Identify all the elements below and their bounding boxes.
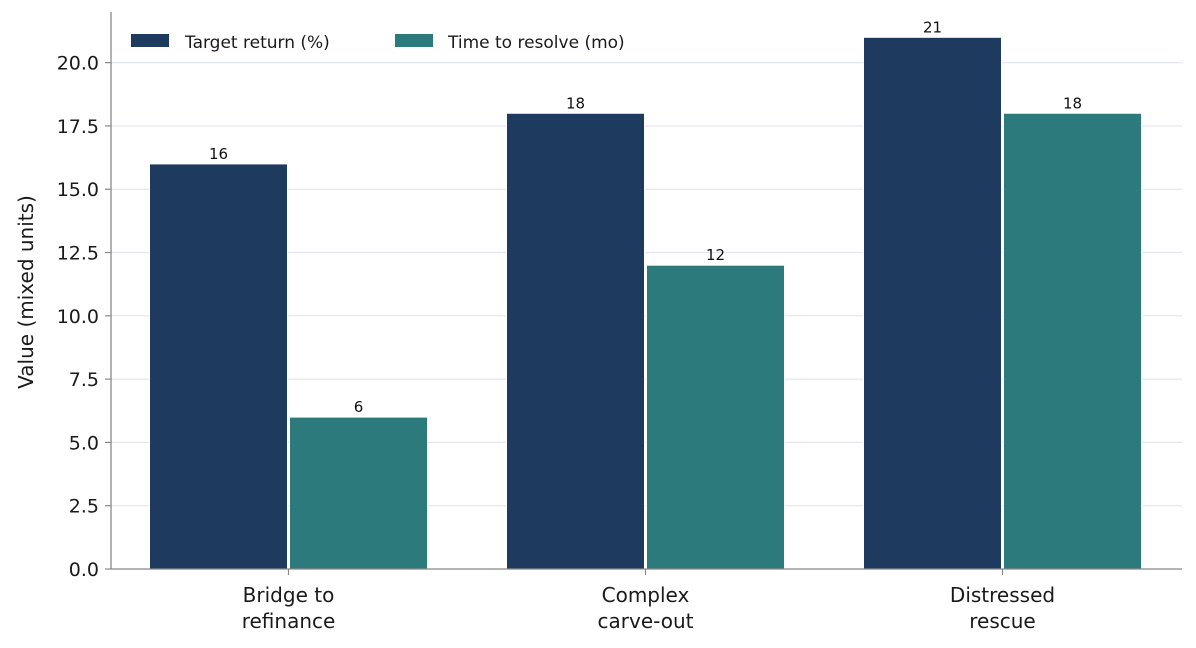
- bar-time-to-resolve: [646, 264, 785, 570]
- y-axis-label: Value (mixed units): [14, 195, 38, 389]
- legend-swatch: [395, 34, 433, 47]
- bars-group: [149, 36, 1142, 570]
- y-tick-label: 10.0: [57, 306, 99, 328]
- axes: [110, 12, 1182, 570]
- y-tick-label: 2.5: [69, 496, 99, 518]
- x-tick-label: Complex: [602, 583, 690, 607]
- data-labels-group: 16 6 18 12 21 18: [209, 18, 1082, 416]
- legend-label: Time to resolve (mo): [447, 33, 625, 53]
- bar-time-to-resolve: [1003, 112, 1142, 570]
- bar-target-return: [506, 112, 645, 570]
- y-tick-labels: 0.0 2.5 5.0 7.5 10.0 12.5 15.0 17.5 20.0: [57, 53, 111, 581]
- y-tick-label: 0.0: [69, 559, 99, 581]
- x-tick-label: refinance: [242, 609, 336, 633]
- x-tick-label: Bridge to: [243, 583, 335, 607]
- bar-value-label: 18: [566, 94, 585, 112]
- legend-swatch: [131, 34, 169, 47]
- legend-label: Target return (%): [184, 33, 330, 53]
- y-tick-label: 7.5: [69, 369, 99, 391]
- bar-value-label: 21: [923, 18, 942, 36]
- x-tick-label: rescue: [969, 609, 1035, 633]
- legend: Target return (%) Time to resolve (mo): [131, 33, 625, 53]
- y-tick-label: 5.0: [69, 432, 99, 454]
- bar-value-label: 12: [706, 246, 725, 264]
- bar-target-return: [863, 36, 1002, 570]
- x-tick-label: Distressed: [950, 583, 1055, 607]
- bar-value-label: 16: [209, 145, 228, 163]
- y-tick-label: 12.5: [57, 243, 99, 265]
- bar-time-to-resolve: [289, 416, 428, 570]
- bar-value-label: 6: [354, 398, 364, 416]
- y-tick-label: 17.5: [57, 116, 99, 138]
- bar-target-return: [149, 163, 288, 570]
- x-tick-label: carve-out: [598, 609, 694, 633]
- bar-value-label: 18: [1063, 94, 1082, 112]
- y-tick-label: 20.0: [57, 53, 99, 75]
- y-tick-label: 15.0: [57, 179, 99, 201]
